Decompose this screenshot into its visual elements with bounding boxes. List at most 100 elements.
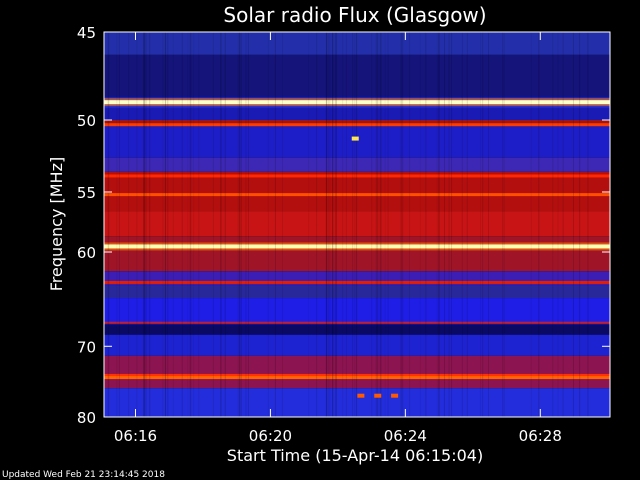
emission-line [104, 373, 610, 377]
burst-mark [351, 136, 359, 141]
time-stripe [167, 32, 169, 417]
y-tick-label: 45 [77, 24, 96, 42]
time-stripe [328, 32, 330, 417]
time-stripe [325, 32, 327, 417]
time-stripe [118, 32, 120, 417]
time-stripe [189, 32, 191, 417]
time-stripe [136, 32, 138, 417]
time-stripe [247, 32, 249, 417]
frequency-band [104, 54, 610, 98]
time-stripe [145, 32, 147, 417]
x-axis-ticks: 06:16 06:20 06:24 06:28 [114, 32, 562, 445]
frequency-band [104, 211, 610, 237]
burst-mark [357, 393, 365, 398]
time-stripe [237, 32, 239, 417]
time-stripe [538, 32, 540, 417]
frequency-band [104, 126, 610, 158]
time-stripe [355, 32, 357, 417]
time-stripe [587, 32, 589, 417]
frequency-band [104, 236, 610, 272]
time-stripe [379, 32, 381, 417]
time-stripe [587, 32, 589, 417]
time-stripe [482, 32, 484, 417]
emission-line [104, 280, 610, 284]
time-stripe [552, 32, 554, 417]
time-stripe [444, 32, 446, 417]
time-stripe [164, 32, 166, 417]
time-stripe [579, 32, 581, 417]
time-stripe [316, 32, 318, 417]
frequency-band [104, 32, 610, 55]
time-stripe [144, 32, 146, 417]
time-stripe [377, 32, 379, 417]
time-stripe [436, 32, 438, 417]
emission-lines [104, 98, 610, 380]
time-stripe [443, 32, 445, 417]
time-stripe [451, 32, 453, 417]
time-stripe [143, 32, 145, 417]
time-stripe [557, 32, 559, 417]
time-stripe [371, 32, 373, 417]
frequency-band [104, 285, 610, 299]
x-axis-label: Start Time (15-Apr-14 06:15:04) [227, 446, 483, 465]
time-stripe [572, 32, 574, 417]
time-stripe [401, 32, 403, 417]
time-stripe [220, 32, 222, 417]
time-stripe [353, 32, 355, 417]
time-stripe [479, 32, 481, 417]
time-stripe [400, 32, 402, 417]
frequency-band [104, 388, 610, 417]
time-stripe [380, 32, 382, 417]
time-stripe [224, 32, 226, 417]
time-stripe [274, 32, 276, 417]
burst-mark [374, 393, 382, 398]
time-stripe [240, 32, 242, 417]
plot-area [103, 31, 611, 418]
y-axis-ticks: 45 50 55 60 70 80 [77, 24, 610, 427]
time-stripe [239, 32, 241, 417]
time-stripe [145, 32, 147, 417]
time-stripe [402, 32, 404, 417]
time-stripe [331, 32, 333, 417]
time-stripe [345, 32, 347, 417]
time-stripe [193, 32, 195, 417]
frequency-band [104, 120, 610, 127]
time-stripe [149, 32, 151, 417]
y-tick-label: 60 [77, 244, 96, 262]
time-stripe [425, 32, 427, 417]
time-stripe [162, 32, 164, 417]
time-stripe [438, 32, 440, 417]
time-stripe [466, 32, 468, 417]
frequency-band [104, 298, 610, 325]
x-tick-label: 06:24 [384, 427, 427, 445]
time-stripe [502, 32, 504, 417]
emission-line [104, 100, 610, 105]
time-stripe [487, 32, 489, 417]
frequency-band [104, 171, 610, 212]
time-stripe [332, 32, 334, 417]
time-stripe [238, 32, 240, 417]
y-axis-label: Frequency [MHz] [47, 157, 66, 291]
time-stripe [165, 32, 167, 417]
time-stripe [172, 32, 174, 417]
time-stripe [128, 32, 130, 417]
frequency-band [104, 334, 610, 356]
time-stripe [107, 32, 109, 417]
emission-line [104, 123, 610, 127]
time-stripe [332, 32, 334, 417]
emission-line [104, 174, 610, 178]
time-stripe [220, 32, 222, 417]
y-tick-label: 50 [77, 112, 96, 130]
x-tick-label: 06:28 [519, 427, 562, 445]
y-tick-label: 55 [77, 184, 96, 202]
frequency-band [104, 108, 610, 120]
time-stripe [530, 32, 532, 417]
time-stripe [143, 32, 145, 417]
emission-line [104, 193, 610, 197]
x-tick-label: 06:16 [114, 427, 157, 445]
radio-bursts [351, 136, 399, 398]
time-stripe [387, 32, 389, 417]
time-stripe [504, 32, 506, 417]
chart-title: Solar radio Flux (Glasgow) [223, 3, 486, 27]
